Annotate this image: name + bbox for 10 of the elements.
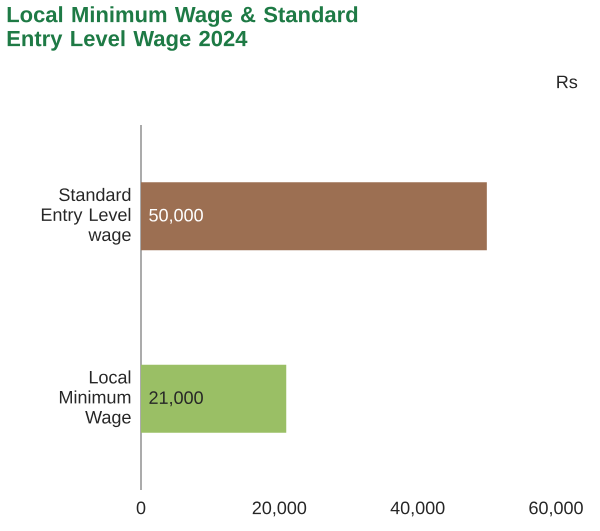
chart-title: Local Minimum Wage & Standard Entry Level Wage 2024 [8,6,358,51]
y-tick-label: Standard Entry Level wage [42,188,131,245]
data-label: 21,000 [149,391,203,406]
x-tick-label: 60,000 [529,502,583,516]
x-tick-label: 20,000 [252,502,306,516]
x-tick-label: 40,000 [390,502,444,516]
data-label: 50,000 [149,208,203,224]
x-tick-label: 0 [136,502,146,514]
y-tick-label: Local Minimum Wage [60,370,131,428]
text: Rs [557,76,578,88]
